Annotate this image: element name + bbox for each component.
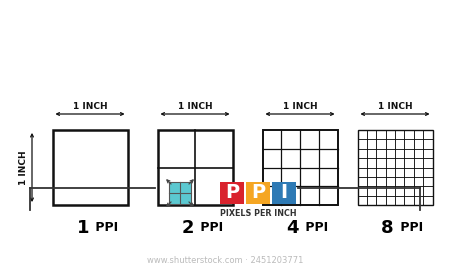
- Bar: [262, 130, 338, 205]
- Bar: [246, 182, 270, 204]
- Text: 1 INCH: 1 INCH: [378, 102, 412, 111]
- Text: PPI: PPI: [396, 221, 423, 234]
- Text: P: P: [225, 183, 239, 203]
- Text: 1: 1: [76, 219, 89, 237]
- Text: 8: 8: [382, 219, 394, 237]
- Text: 2: 2: [181, 219, 194, 237]
- Text: I: I: [280, 183, 288, 203]
- Bar: [169, 182, 191, 204]
- Text: 1 INCH: 1 INCH: [178, 102, 212, 111]
- Text: www.shutterstock.com · 2451203771: www.shutterstock.com · 2451203771: [147, 256, 303, 265]
- Text: 1 INCH: 1 INCH: [283, 102, 317, 111]
- Text: PPI: PPI: [91, 221, 118, 234]
- Bar: [53, 130, 127, 205]
- Text: 4: 4: [287, 219, 299, 237]
- Text: PPI: PPI: [301, 221, 328, 234]
- Bar: [272, 182, 296, 204]
- Text: 1 INCH: 1 INCH: [73, 102, 107, 111]
- Bar: [357, 130, 432, 205]
- Text: PIXELS PER INCH: PIXELS PER INCH: [220, 209, 296, 218]
- Bar: [220, 182, 244, 204]
- Bar: [158, 130, 233, 205]
- Text: 1 INCH: 1 INCH: [19, 150, 28, 185]
- Text: PPI: PPI: [196, 221, 223, 234]
- Text: P: P: [251, 183, 265, 203]
